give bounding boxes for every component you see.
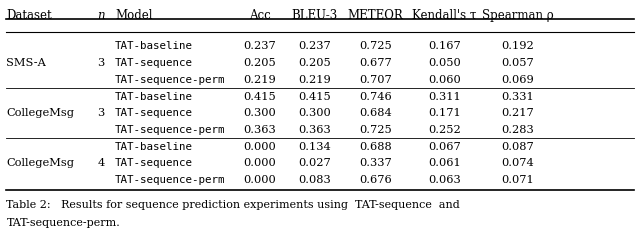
Text: 0.252: 0.252 [428,124,461,134]
Text: 4: 4 [97,158,104,168]
Text: 0.192: 0.192 [502,41,534,51]
Text: TAT-sequence-perm.: TAT-sequence-perm. [6,217,120,227]
Text: 0.337: 0.337 [359,158,392,168]
Text: 0.063: 0.063 [428,174,461,184]
Text: 0.688: 0.688 [359,141,392,151]
Text: BLEU-3: BLEU-3 [292,9,338,21]
Text: 0.060: 0.060 [428,74,461,85]
Text: 0.676: 0.676 [359,174,392,184]
Text: METEOR: METEOR [348,9,404,21]
Text: Table 2:   Results for sequence prediction experiments using  TAT-sequence  and: Table 2: Results for sequence prediction… [6,199,460,210]
Text: 0.134: 0.134 [298,141,332,151]
Text: 0.363: 0.363 [298,124,332,134]
Text: Dataset: Dataset [6,9,52,21]
Text: 0.363: 0.363 [243,124,276,134]
Text: 0.237: 0.237 [298,41,332,51]
Text: 3: 3 [97,108,104,118]
Text: Model: Model [115,9,153,21]
Text: 0.067: 0.067 [428,141,461,151]
Text: 0.415: 0.415 [298,91,332,101]
Text: TAT-sequence-perm: TAT-sequence-perm [115,124,226,134]
Text: Kendall's τ: Kendall's τ [412,9,477,21]
Text: 0.027: 0.027 [298,158,332,168]
Text: TAT-sequence-perm: TAT-sequence-perm [115,74,226,85]
Text: TAT-sequence-perm: TAT-sequence-perm [115,174,226,184]
Text: n: n [97,9,104,21]
Text: 0.050: 0.050 [428,58,461,68]
Text: CollegeMsg: CollegeMsg [6,108,74,118]
Text: 0.000: 0.000 [243,141,276,151]
Text: TAT-baseline: TAT-baseline [115,41,193,51]
Text: 0.083: 0.083 [298,174,332,184]
Text: TAT-baseline: TAT-baseline [115,91,193,101]
Text: 0.069: 0.069 [502,74,534,85]
Text: TAT-sequence: TAT-sequence [115,158,193,168]
Text: 0.311: 0.311 [428,91,461,101]
Text: 0.300: 0.300 [298,108,332,118]
Text: SMS-A: SMS-A [6,58,46,68]
Text: 0.331: 0.331 [502,91,534,101]
Text: 0.217: 0.217 [502,108,534,118]
Text: 0.074: 0.074 [502,158,534,168]
Text: 0.000: 0.000 [243,174,276,184]
Text: 0.237: 0.237 [243,41,276,51]
Text: 0.746: 0.746 [359,91,392,101]
Text: TAT-sequence: TAT-sequence [115,58,193,68]
Text: 0.000: 0.000 [243,158,276,168]
Text: 0.057: 0.057 [502,58,534,68]
Text: 0.167: 0.167 [428,41,461,51]
Text: 0.219: 0.219 [243,74,276,85]
Text: 0.061: 0.061 [428,158,461,168]
Text: 0.171: 0.171 [428,108,461,118]
Text: 0.725: 0.725 [359,124,392,134]
Text: 0.087: 0.087 [502,141,534,151]
Text: Acc: Acc [249,9,271,21]
Text: TAT-baseline: TAT-baseline [115,141,193,151]
Text: 0.300: 0.300 [243,108,276,118]
Text: TAT-sequence: TAT-sequence [115,108,193,118]
Text: Spearman ρ: Spearman ρ [482,9,554,21]
Text: 0.415: 0.415 [243,91,276,101]
Text: 0.707: 0.707 [359,74,392,85]
Text: CollegeMsg: CollegeMsg [6,158,74,168]
Text: 0.725: 0.725 [359,41,392,51]
Text: 0.205: 0.205 [298,58,332,68]
Text: 3: 3 [97,58,104,68]
Text: 0.684: 0.684 [359,108,392,118]
Text: 0.677: 0.677 [359,58,392,68]
Text: 0.071: 0.071 [502,174,534,184]
Text: 0.219: 0.219 [298,74,332,85]
Text: 0.205: 0.205 [243,58,276,68]
Text: 0.283: 0.283 [502,124,534,134]
